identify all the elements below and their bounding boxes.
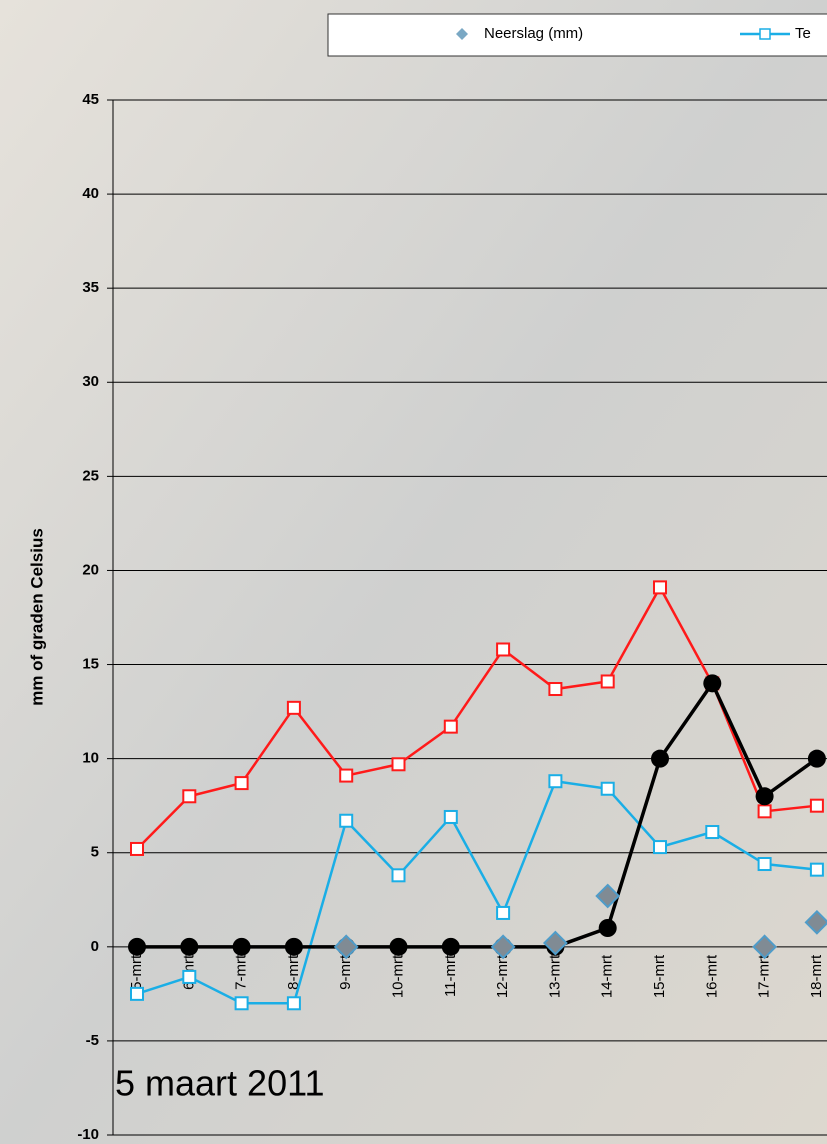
data-point	[807, 749, 826, 768]
data-point	[809, 862, 824, 877]
data-point	[182, 789, 197, 804]
data-point	[757, 857, 772, 872]
data-point	[653, 580, 667, 595]
data-point	[130, 841, 144, 856]
data-point	[496, 642, 511, 657]
y-tick-label: 40	[82, 185, 99, 202]
x-tick-label: 9-mrt	[337, 954, 354, 990]
legend-marker	[456, 28, 468, 40]
data-point	[653, 840, 667, 855]
data-point	[804, 909, 827, 935]
data-point	[548, 774, 563, 789]
data-point	[286, 996, 301, 1011]
x-tick-label: 16-mrt	[703, 954, 720, 998]
data-point	[339, 768, 354, 783]
data-point	[441, 937, 460, 956]
data-point	[339, 813, 354, 828]
legend-marker	[759, 28, 771, 40]
x-tick-label: 13-mrt	[546, 954, 563, 998]
x-tick-label: 14-mrt	[599, 954, 616, 998]
y-tick-label: -10	[77, 1126, 99, 1143]
data-point	[595, 883, 621, 909]
x-tick-label: 12-mrt	[494, 954, 511, 998]
data-point	[130, 986, 144, 1001]
x-tick-label: 17-mrt	[756, 954, 773, 998]
data-point	[182, 969, 197, 984]
data-point	[703, 674, 722, 693]
data-point	[180, 937, 199, 956]
data-point	[496, 905, 511, 920]
data-point	[128, 937, 146, 956]
y-axis-label: mm of graden Celsius	[27, 528, 46, 706]
y-tick-label: 15	[82, 656, 99, 673]
data-point	[490, 934, 516, 960]
data-point	[755, 787, 774, 806]
data-point	[600, 781, 615, 796]
data-point	[757, 804, 772, 819]
data-point	[548, 682, 563, 697]
data-point	[333, 934, 359, 960]
x-tick-label: 8-mrt	[285, 954, 302, 990]
y-tick-label: 20	[82, 561, 99, 578]
y-tick-label: 10	[82, 750, 99, 767]
x-tick-label: 18-mrt	[808, 954, 825, 998]
data-point	[443, 809, 458, 824]
y-tick-label: 5	[91, 844, 99, 861]
series-line	[136, 584, 818, 850]
data-point	[809, 798, 824, 813]
y-tick-label: 25	[82, 467, 99, 484]
data-point	[542, 930, 568, 956]
data-point	[234, 996, 249, 1011]
data-point	[443, 719, 458, 734]
data-point	[284, 937, 303, 956]
data-point	[391, 757, 406, 772]
y-tick-label: -5	[86, 1032, 99, 1049]
data-point	[752, 934, 778, 960]
y-tick-label: 35	[82, 279, 99, 296]
data-point	[651, 749, 669, 768]
data-point	[600, 674, 615, 689]
x-tick-label: 15-mrt	[651, 954, 668, 998]
data-point	[598, 919, 617, 937]
x-tick-label: 11-mrt	[442, 954, 459, 997]
data-point	[391, 868, 406, 883]
annotation: 5 maart 2011	[115, 1063, 324, 1104]
y-tick-label: 45	[82, 91, 99, 108]
data-point	[234, 776, 249, 791]
y-tick-label: 0	[91, 938, 99, 955]
data-point	[232, 937, 251, 956]
series-line	[136, 779, 818, 1005]
legend-label: Te	[795, 25, 811, 42]
legend-label: Neerslag (mm)	[484, 25, 583, 42]
data-point	[705, 825, 720, 840]
data-point	[389, 937, 408, 956]
x-tick-label: 7-mrt	[233, 954, 250, 990]
x-tick-label: 10-mrt	[389, 954, 406, 998]
data-point	[286, 700, 301, 715]
y-tick-label: 30	[82, 373, 99, 390]
x-tick-label: 5-mrt	[128, 954, 145, 990]
